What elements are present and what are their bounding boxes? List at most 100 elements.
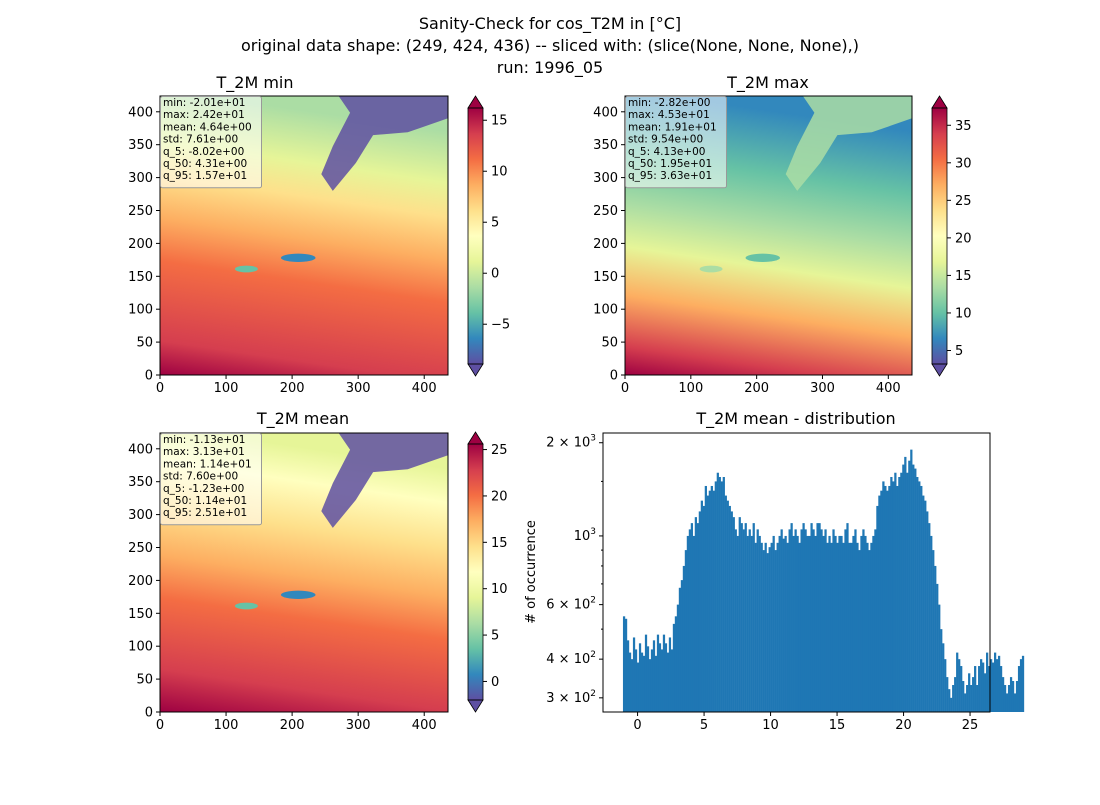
histogram-bar xyxy=(848,542,851,712)
x-tick-label: 0 xyxy=(633,718,641,733)
colorbar-tick-label: 5 xyxy=(955,344,963,359)
colorbar-tick-label: 0 xyxy=(491,675,499,690)
histogram-bar xyxy=(774,550,777,712)
histogram-bar xyxy=(754,542,757,712)
histogram-bar xyxy=(970,685,973,712)
histogram-bar xyxy=(912,464,915,712)
histogram-bar xyxy=(914,468,917,712)
histogram-bar xyxy=(962,681,965,712)
histogram-bar xyxy=(746,535,749,712)
histogram-bar xyxy=(676,604,680,712)
y-tick-label: 350 xyxy=(128,475,153,490)
y-tick-label: 300 xyxy=(128,171,153,186)
histogram-bar xyxy=(854,529,857,712)
histogram-bar xyxy=(682,565,686,712)
y-tick-label: 200 xyxy=(593,237,618,252)
histogram-bar xyxy=(776,542,779,712)
histogram-bar xyxy=(930,535,933,712)
histogram-bar xyxy=(864,535,867,712)
stats-line: std: 7.61e+00 xyxy=(163,134,238,146)
histogram-bar xyxy=(997,655,1001,712)
x-tick-label: 200 xyxy=(280,381,305,396)
y-axis-label: # of occurrence xyxy=(524,520,539,624)
histogram-bar xyxy=(1011,681,1015,712)
histogram-bar xyxy=(826,542,829,712)
histogram-bar xyxy=(918,481,921,712)
histogram-bar xyxy=(804,529,807,712)
histogram-bar xyxy=(810,523,813,712)
histogram-bar xyxy=(768,547,771,712)
histogram-bar xyxy=(908,460,911,712)
histogram-bar xyxy=(660,649,664,712)
histogram-bar xyxy=(890,477,893,712)
histogram-bar xyxy=(758,535,761,712)
stats-line: q_95: 1.57e+01 xyxy=(163,170,247,182)
histogram-bar xyxy=(704,485,707,712)
histogram-bar xyxy=(1003,685,1007,712)
histogram-bar xyxy=(972,677,975,712)
histogram-bar xyxy=(756,529,759,712)
histogram-bar xyxy=(648,659,652,712)
histogram-bar xyxy=(624,618,628,712)
y-tick-label: 200 xyxy=(128,237,153,252)
axes-frame xyxy=(159,95,449,376)
alps-region xyxy=(280,253,316,263)
pyrenees-region xyxy=(234,265,258,273)
histogram-bar xyxy=(886,490,889,712)
stats-line: q_5: 4.13e+00 xyxy=(628,146,705,158)
histogram-bar xyxy=(762,550,765,712)
histogram-bar xyxy=(634,649,638,712)
x-tick-label: 400 xyxy=(412,718,437,733)
panel-title: T_2M max xyxy=(726,73,809,93)
histogram-bar xyxy=(868,550,871,712)
y-tick-label: 150 xyxy=(128,607,153,622)
histogram-bar xyxy=(1009,677,1013,712)
histogram-bar xyxy=(924,500,927,712)
histogram-bar xyxy=(892,481,895,712)
histogram-bar xyxy=(632,637,636,712)
figure-title-line-2: original data shape: (249, 424, 436) -- … xyxy=(241,36,859,55)
histogram-bar xyxy=(952,685,955,712)
histogram-bar xyxy=(654,655,658,712)
axes-ticks: 0 100 200 300 400 0 50 100 150 200 250 300 350 400 xyxy=(593,105,901,396)
histogram-bar xyxy=(792,535,795,712)
stats-box-background xyxy=(625,96,727,189)
histogram-bar xyxy=(999,666,1003,712)
histogram-bar xyxy=(656,634,660,712)
histogram-bar xyxy=(702,505,705,712)
histogram-bar xyxy=(688,529,692,712)
histogram-bar xyxy=(1015,681,1019,712)
histogram-bar xyxy=(650,649,654,712)
x-tick-label: 10 xyxy=(762,718,779,733)
stats-line: q_50: 1.95e+01 xyxy=(628,158,712,170)
histogram-bar xyxy=(976,685,979,712)
y-tick-label: 50 xyxy=(136,673,153,688)
histogram-bar xyxy=(844,529,847,712)
histogram-bar xyxy=(718,477,721,712)
histogram-bar xyxy=(938,604,941,712)
x-tick-label: 200 xyxy=(744,381,769,396)
x-tick-label: 200 xyxy=(280,718,305,733)
histogram-bar xyxy=(728,505,731,712)
colorbar-tick-label: 20 xyxy=(491,489,508,504)
histogram-bar xyxy=(878,495,881,712)
histogram-bar xyxy=(806,535,809,712)
stats-line: mean: 1.14e+01 xyxy=(163,458,252,470)
histogram-bar xyxy=(966,685,969,712)
x-tick-label: 15 xyxy=(829,718,846,733)
histogram-bar xyxy=(720,481,723,712)
histogram-bar xyxy=(706,495,709,712)
colorbar-extend-min xyxy=(467,363,484,377)
axes-ticks: 0 100 200 300 400 0 50 100 150 200 250 300 350 400 xyxy=(128,442,436,733)
histogram-bar xyxy=(832,529,835,712)
histogram-bar xyxy=(838,535,841,712)
x-tick-label: 400 xyxy=(876,381,901,396)
colorbar-tick-label: 10 xyxy=(491,165,508,180)
x-tick-label: 300 xyxy=(810,381,835,396)
histogram-bar xyxy=(968,673,971,712)
histogram-bar xyxy=(712,490,715,712)
x-tick-label: 400 xyxy=(412,381,437,396)
